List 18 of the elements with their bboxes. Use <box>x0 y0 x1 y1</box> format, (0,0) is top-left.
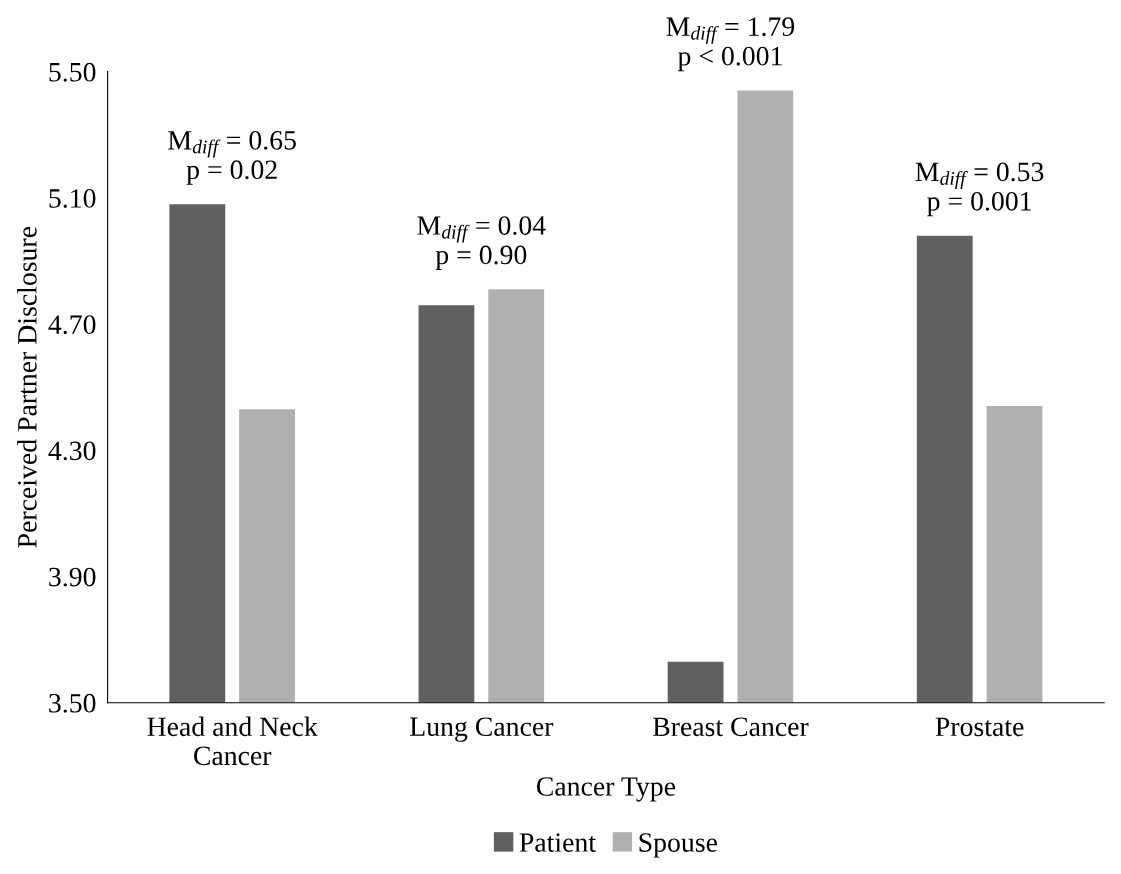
annotation: M$_{diff}$ = 0.04 p = 0.90 <box>417 216 546 270</box>
legend-label: Patient <box>519 833 596 852</box>
x-tick-label: Lung Cancer <box>410 717 554 742</box>
annotation: M$_{diff}$ = 0.53 p = 0.001 <box>915 162 1044 217</box>
x-tick-label: Breast Cancer <box>652 717 809 737</box>
y-tick-label: 3.90 <box>49 567 96 587</box>
x-tick-label: Head and Neck Cancer <box>147 716 318 766</box>
annotation: M$_{diff}$ = 0.65 p = 0.02 <box>168 130 296 185</box>
y-tick-label: 3.50 <box>49 693 96 713</box>
legend-label: Spouse <box>639 833 717 858</box>
y-tick-label: 5.50 <box>49 62 96 82</box>
y-tick-label: 5.10 <box>49 189 96 208</box>
text: M$_{diff}$ = 1.79 p < 0.001 <box>666 17 795 72</box>
y-axis-title: Perceived Partner Disclosure <box>17 226 37 548</box>
x-tick-label: Prostate <box>935 717 1024 737</box>
y-tick-label: 4.70 <box>48 315 96 335</box>
x-axis-title: Cancer Type <box>536 777 676 802</box>
y-tick-label: 4.30 <box>48 441 96 461</box>
